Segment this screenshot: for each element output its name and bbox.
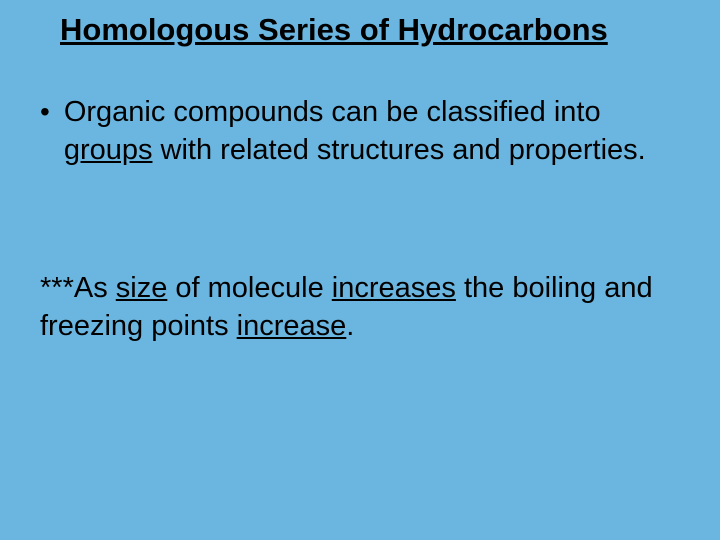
note-post: . [346,310,354,342]
bullet-text: Organic compounds can be classified into… [64,93,685,169]
bullet-pre: Organic compounds can be classified into [64,96,601,128]
slide-title: Homologous Series of Hydrocarbons [60,12,685,48]
note-underline-size: size [116,272,168,304]
slide: Homologous Series of Hydrocarbons • Orga… [0,0,720,540]
note-text: ***As size of molecule increases the boi… [35,269,685,345]
bullet-item: • Organic compounds can be classified in… [35,93,685,169]
note-underline-increases: increases [332,272,456,304]
bullet-marker: • [40,93,50,169]
bullet-post: with related structures and properties. [152,134,645,166]
note-underline-increase: increase [237,310,347,342]
note-pre: ***As [40,272,116,304]
bullet-underline-groups: groups [64,134,153,166]
note-mid1: of molecule [167,272,331,304]
